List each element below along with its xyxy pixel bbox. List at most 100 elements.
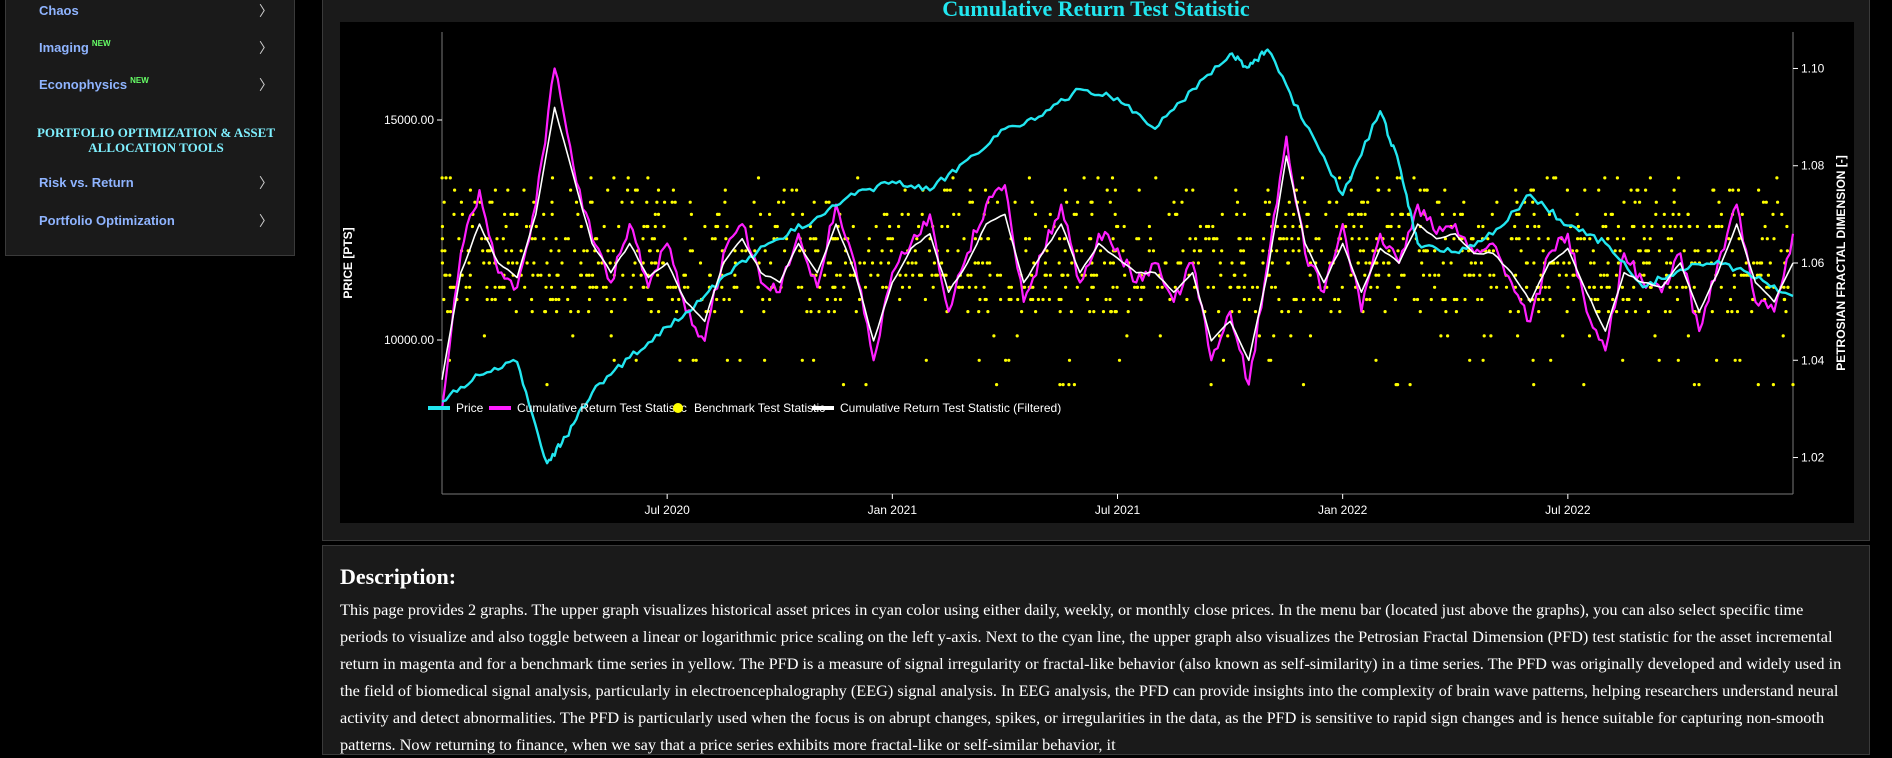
benchmark-dot [1513,224,1517,229]
benchmark-dot [440,176,444,180]
benchmark-dot [485,297,489,302]
benchmark-dot [1095,273,1099,277]
benchmark-dot [946,249,950,253]
benchmark-dot [1156,285,1160,289]
benchmark-dot [579,261,583,265]
benchmark-dot [931,285,935,289]
benchmark-dot [1775,176,1779,180]
benchmark-dot [1739,273,1743,277]
benchmark-dot [935,273,939,277]
benchmark-dot [566,237,570,241]
benchmark-dot [1058,237,1062,241]
benchmark-dot [1147,224,1151,229]
benchmark-dot [1242,261,1246,265]
benchmark-dot [1478,273,1482,277]
benchmark-dot [1359,212,1363,216]
benchmark-dot [1193,285,1197,289]
benchmark-dot [1110,176,1115,180]
benchmark-dot [1576,224,1580,229]
sidebar-item-imaging[interactable]: Imaging NEW 〉 [39,36,273,60]
benchmark-dot [1562,261,1566,265]
benchmark-dot [1606,261,1610,265]
benchmark-dot [1688,224,1692,229]
benchmark-dot [662,224,666,229]
benchmark-dot [1679,224,1683,229]
benchmark-dot [981,261,985,265]
benchmark-dot [1707,249,1712,253]
chevron-right-icon: 〉 [259,3,273,19]
benchmark-dot [525,261,529,265]
benchmark-dot [1583,188,1587,192]
benchmark-dot [569,188,573,192]
benchmark-dot [1204,237,1208,241]
benchmark-dot [1272,334,1276,338]
benchmark-dot [1297,249,1301,253]
benchmark-dot [1286,310,1291,314]
benchmark-dot [1630,224,1634,229]
benchmark-dot [817,310,821,314]
benchmark-dot [1319,249,1324,253]
benchmark-dot [951,176,955,180]
benchmark-dot [1024,249,1028,253]
legend-filtered-label: Cumulative Return Test Statistic (Filter… [840,401,1061,415]
benchmark-dot [1289,334,1293,338]
benchmark-dot [470,224,474,229]
benchmark-dot [653,212,657,216]
benchmark-dot [1263,200,1267,204]
benchmark-dot [1013,200,1017,204]
benchmark-dot [1105,188,1109,192]
benchmark-dot [606,188,610,192]
benchmark-dot [509,212,513,216]
benchmark-dot [915,237,919,241]
benchmark-dot [1063,249,1067,253]
benchmark-dot [841,383,846,387]
benchmark-dot [1356,212,1360,216]
sidebar-item-portfolio-optimization[interactable]: Portfolio Optimization 〉 [39,209,273,233]
pfd-chart[interactable]: 15000.00 10000.00 1.10 1.08 1.06 1.04 1.02 Jul … [340,22,1854,523]
benchmark-dot [1363,273,1367,277]
benchmark-dot [481,249,485,253]
sidebar-item-risk-vs-return[interactable]: Risk vs. Return 〉 [39,171,273,195]
benchmark-dot [1401,237,1405,241]
benchmark-dot [1066,273,1070,277]
benchmark-dot [1489,334,1493,338]
benchmark-dot [1547,285,1551,289]
benchmark-dot [1541,249,1545,253]
benchmark-dot [1554,176,1558,180]
benchmark-dot [1618,249,1622,253]
benchmark-dot [1765,237,1769,241]
benchmark-dot [504,224,508,229]
benchmark-dot [977,310,981,314]
sidebar-item-econophysics[interactable]: Econophysics NEW 〉 [39,73,273,97]
benchmark-dot [1275,249,1279,253]
benchmark-dot [986,310,990,314]
benchmark-dot [880,249,884,253]
benchmark-dot [1192,249,1196,253]
sidebar-item-chaos[interactable]: Chaos 〉 [39,0,273,23]
benchmark-dot [554,297,558,302]
benchmark-dot [497,285,502,289]
benchmark-dot [900,285,905,289]
benchmark-dot [560,261,564,265]
benchmark-dot [1669,237,1673,241]
benchmark-dot [1751,297,1755,302]
chart-area[interactable]: 15000.00 10000.00 1.10 1.08 1.06 1.04 1.02 Jul … [340,22,1854,523]
benchmark-dot [1582,237,1587,241]
benchmark-dot [1061,383,1065,387]
benchmark-dot [970,200,975,204]
chart-panel: Cumulative Return Test Statistic 15000.0… [322,0,1870,541]
benchmark-dot [1646,310,1651,314]
benchmark-dot [1172,200,1176,204]
benchmark-dot [1476,297,1480,302]
benchmark-dot [1714,224,1718,229]
benchmark-dot [923,297,928,302]
benchmark-dot [966,273,970,277]
benchmark-dot [1615,176,1619,180]
benchmark-dot [1681,285,1685,289]
benchmark-dot [1677,176,1681,180]
benchmark-dot [1693,249,1697,253]
benchmark-dot [722,297,726,302]
sidebar-item-label: Risk vs. Return [39,175,134,190]
benchmark-dot [1603,176,1607,180]
benchmark-dot [790,188,794,192]
